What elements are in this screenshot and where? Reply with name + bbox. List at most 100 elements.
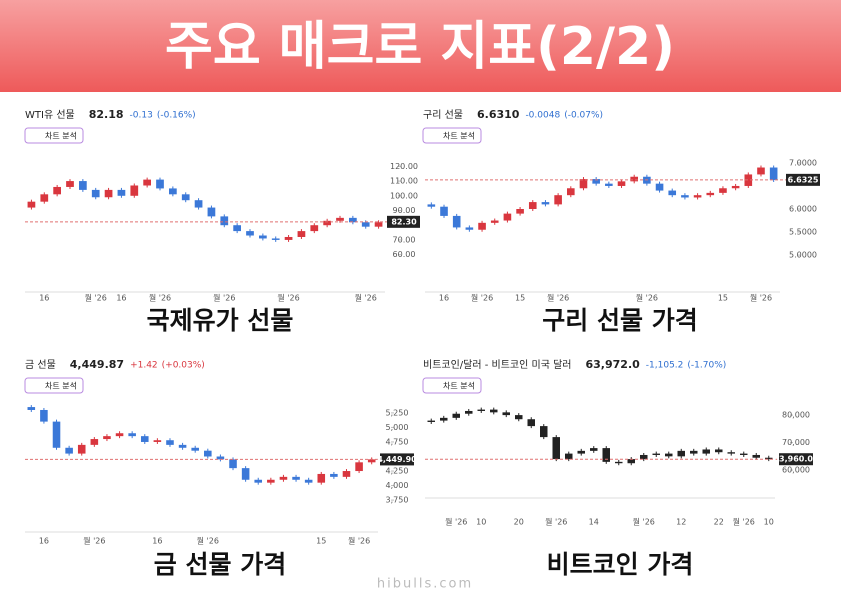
candle-body <box>752 454 760 458</box>
panel <box>420 350 815 545</box>
candle-body <box>330 473 338 477</box>
price: 82.18 <box>89 108 124 121</box>
last-price-label: 4,449.90 <box>377 455 417 464</box>
candle-body <box>91 189 100 198</box>
candle-body <box>490 220 499 223</box>
candle-body <box>254 479 263 483</box>
change-pct: (-1.70%) <box>687 361 726 371</box>
candle-body <box>567 188 575 196</box>
x-tick-label: 16 <box>152 537 162 546</box>
change-pct: (-0.07%) <box>564 111 603 121</box>
candle-body <box>503 213 512 221</box>
candle-body <box>702 449 710 454</box>
candle-body <box>655 183 664 191</box>
y-tick-label: 110.00 <box>390 177 418 186</box>
candle-body <box>452 413 460 418</box>
page-title: 주요 매크로 지표(2/2) <box>165 17 675 77</box>
x-tick-label: 월 '26 <box>277 293 299 303</box>
y-tick-label: 4,000 <box>386 481 409 490</box>
candle-body <box>605 183 613 186</box>
y-tick-label: 7.0000 <box>789 158 817 167</box>
chart-panel: 구리 선물 6.6310 -0.0048 (-0.07%) 차트 분석 16 월 '26 15… <box>420 100 820 305</box>
y-tick-label: 60,000 <box>782 466 810 475</box>
chart-panel: WTI유 선물 82.18 -0.13 (-0.16%) 차트 분석 16 월 '26 16 월… <box>22 100 421 305</box>
ai-button-label: 차트 분석 <box>45 131 77 141</box>
y-tick-label: 90.00 <box>393 206 416 215</box>
candle-body <box>769 167 778 180</box>
candle-body <box>220 216 229 226</box>
candle-body <box>336 217 344 221</box>
candle-body <box>297 231 306 237</box>
candle-body <box>579 179 588 189</box>
candle-body <box>117 189 126 196</box>
candle-body <box>515 415 523 420</box>
x-tick-label: 월 '26 <box>213 293 235 303</box>
price: 6.6310 <box>477 108 520 121</box>
candle-body <box>528 202 537 209</box>
ai-button-label: 차트 분석 <box>443 131 475 141</box>
caption: 금 선물 가격 <box>154 550 286 579</box>
candle-body <box>140 436 149 442</box>
banner <box>0 0 841 92</box>
candle-body <box>279 476 288 480</box>
ai-button <box>24 377 84 394</box>
candle-body <box>554 195 562 205</box>
candle-body <box>367 459 376 463</box>
y-tick-label: 6.0000 <box>789 205 817 214</box>
candle-body <box>652 453 660 455</box>
candle-body <box>128 433 136 437</box>
candle-body <box>292 476 300 480</box>
candle-body <box>765 457 773 460</box>
caption: 비트코인 가격 <box>547 550 694 579</box>
candle-body <box>706 192 715 196</box>
x-tick-label: 월 '26 <box>85 293 107 303</box>
x-tick-label: 16 <box>39 537 49 546</box>
candle-body <box>310 225 319 232</box>
candle-body <box>229 459 237 469</box>
x-tick-label: 16 <box>39 294 49 303</box>
x-tick-label: 15 <box>718 294 728 303</box>
change: -0.13 <box>130 111 153 121</box>
y-tick-label: 5.0000 <box>789 251 817 260</box>
chart-panel: 비트코인/달러 - 비트코인 미국 달러 63,972.0 -1,105.2 (-1.… <box>420 350 819 545</box>
candle-body <box>757 167 765 175</box>
ai-button-label: 차트 분석 <box>443 381 475 391</box>
candle-body <box>103 436 111 440</box>
candle-body <box>267 479 275 483</box>
last-price-tag <box>387 215 421 228</box>
candle-body <box>490 409 498 413</box>
x-tick-label: 16 <box>116 294 126 303</box>
x-tick-label: 22 <box>714 518 724 527</box>
candle-body <box>342 471 351 477</box>
instrument-name: 비트코인/달러 - 비트코인 미국 달러 <box>423 359 572 371</box>
instrument-name: 금 선물 <box>25 359 56 371</box>
y-tick-label: 70,000 <box>782 438 810 447</box>
candle-body <box>627 459 635 464</box>
candle-body <box>104 189 113 198</box>
candle-body <box>630 176 638 182</box>
candle-body <box>465 227 474 230</box>
candle-body <box>181 194 190 201</box>
x-tick-label: 월 '26 <box>633 517 655 527</box>
candle-body <box>668 190 677 196</box>
y-tick-label: 70.00 <box>393 235 416 244</box>
ai-button <box>24 127 84 144</box>
x-tick-label: 월 '26 <box>149 293 171 303</box>
x-tick-label: 14 <box>589 518 599 527</box>
x-tick-label: 월 '26 <box>750 293 772 303</box>
panel <box>22 100 417 305</box>
candle-body <box>693 195 702 198</box>
price: 63,972.0 <box>586 358 641 371</box>
candle-body <box>130 185 139 196</box>
candle-body <box>665 453 673 457</box>
candle-body <box>153 440 162 442</box>
price: 4,449.87 <box>70 358 124 371</box>
caption: 구리 선물 가격 <box>542 306 697 335</box>
candle-body <box>169 188 177 195</box>
candle-body <box>727 452 735 454</box>
candle-body <box>77 444 86 454</box>
candle-body <box>79 181 87 190</box>
candle-body <box>115 433 124 437</box>
candle-body <box>40 194 49 202</box>
candle-body <box>440 206 448 216</box>
